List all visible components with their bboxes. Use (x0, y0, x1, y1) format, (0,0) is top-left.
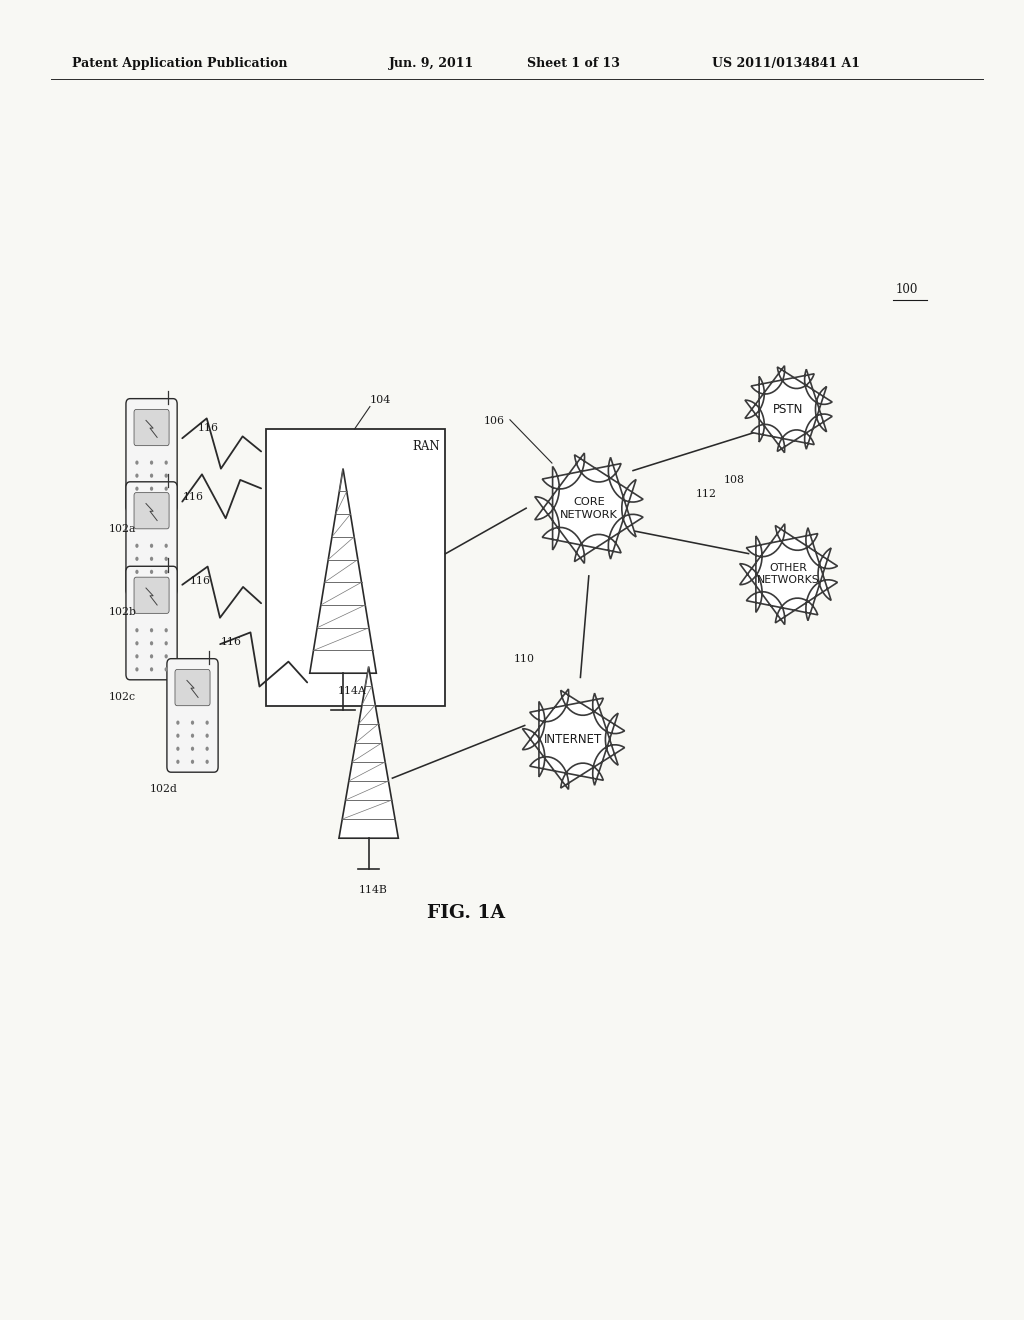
Text: RAN: RAN (413, 440, 440, 453)
Circle shape (150, 544, 154, 548)
FancyBboxPatch shape (126, 482, 177, 595)
Text: 106: 106 (483, 416, 505, 426)
Text: 104: 104 (370, 395, 391, 405)
Circle shape (150, 500, 154, 504)
Circle shape (165, 474, 168, 478)
Circle shape (135, 487, 138, 491)
Circle shape (165, 487, 168, 491)
Text: FIG. 1A: FIG. 1A (427, 904, 505, 923)
Text: Jun. 9, 2011: Jun. 9, 2011 (389, 57, 474, 70)
Circle shape (135, 570, 138, 574)
Circle shape (150, 557, 154, 561)
Text: 116: 116 (198, 422, 219, 433)
Circle shape (150, 461, 154, 465)
Circle shape (150, 570, 154, 574)
Circle shape (150, 642, 154, 645)
Circle shape (190, 734, 195, 738)
Circle shape (150, 655, 154, 659)
Circle shape (165, 557, 168, 561)
Circle shape (206, 734, 209, 738)
Circle shape (176, 747, 179, 751)
Circle shape (165, 461, 168, 465)
Polygon shape (339, 667, 398, 838)
Circle shape (150, 628, 154, 632)
Bar (266, 429, 445, 706)
Text: Patent Application Publication: Patent Application Publication (72, 57, 287, 70)
Circle shape (135, 557, 138, 561)
Polygon shape (739, 524, 838, 624)
Text: 114A: 114A (338, 686, 367, 697)
Text: US 2011/0134841 A1: US 2011/0134841 A1 (712, 57, 860, 70)
FancyBboxPatch shape (134, 492, 169, 529)
Circle shape (135, 655, 138, 659)
Circle shape (206, 747, 209, 751)
Circle shape (206, 760, 209, 764)
Circle shape (165, 500, 168, 504)
Circle shape (190, 721, 195, 725)
Polygon shape (535, 453, 643, 564)
Polygon shape (522, 689, 625, 789)
Circle shape (165, 655, 168, 659)
Circle shape (150, 487, 154, 491)
Text: OTHER
NETWORKS: OTHER NETWORKS (757, 564, 820, 585)
Circle shape (206, 721, 209, 725)
Text: 102a: 102a (109, 524, 136, 535)
Circle shape (135, 461, 138, 465)
Circle shape (135, 583, 138, 587)
Text: 102d: 102d (150, 784, 177, 795)
Circle shape (176, 734, 179, 738)
Circle shape (150, 668, 154, 672)
Circle shape (165, 642, 168, 645)
FancyBboxPatch shape (167, 659, 218, 772)
Text: 116: 116 (189, 576, 211, 586)
FancyBboxPatch shape (134, 409, 169, 446)
Text: 112: 112 (695, 488, 717, 499)
Circle shape (135, 668, 138, 672)
Text: 102c: 102c (109, 692, 135, 702)
Polygon shape (744, 366, 833, 453)
Text: Sheet 1 of 13: Sheet 1 of 13 (527, 57, 621, 70)
Circle shape (135, 628, 138, 632)
Text: 114B: 114B (358, 884, 387, 895)
Text: 108: 108 (724, 475, 745, 486)
Circle shape (135, 642, 138, 645)
FancyBboxPatch shape (126, 399, 177, 512)
Circle shape (165, 628, 168, 632)
FancyBboxPatch shape (175, 669, 210, 706)
Circle shape (165, 544, 168, 548)
Circle shape (190, 760, 195, 764)
Circle shape (165, 570, 168, 574)
Text: CORE
NETWORK: CORE NETWORK (560, 496, 617, 520)
Circle shape (165, 668, 168, 672)
Circle shape (150, 474, 154, 478)
Circle shape (176, 760, 179, 764)
Circle shape (135, 544, 138, 548)
Text: 110: 110 (514, 653, 536, 664)
Text: 116: 116 (221, 636, 243, 647)
Circle shape (135, 500, 138, 504)
Text: PSTN: PSTN (773, 403, 804, 416)
Circle shape (176, 721, 179, 725)
Circle shape (190, 747, 195, 751)
Text: 116: 116 (182, 491, 204, 502)
Circle shape (165, 583, 168, 587)
Text: 102b: 102b (109, 607, 136, 618)
FancyBboxPatch shape (134, 577, 169, 614)
Text: 100: 100 (896, 282, 919, 296)
Polygon shape (309, 469, 377, 673)
Text: INTERNET: INTERNET (545, 733, 602, 746)
Circle shape (135, 474, 138, 478)
Circle shape (150, 583, 154, 587)
FancyBboxPatch shape (126, 566, 177, 680)
